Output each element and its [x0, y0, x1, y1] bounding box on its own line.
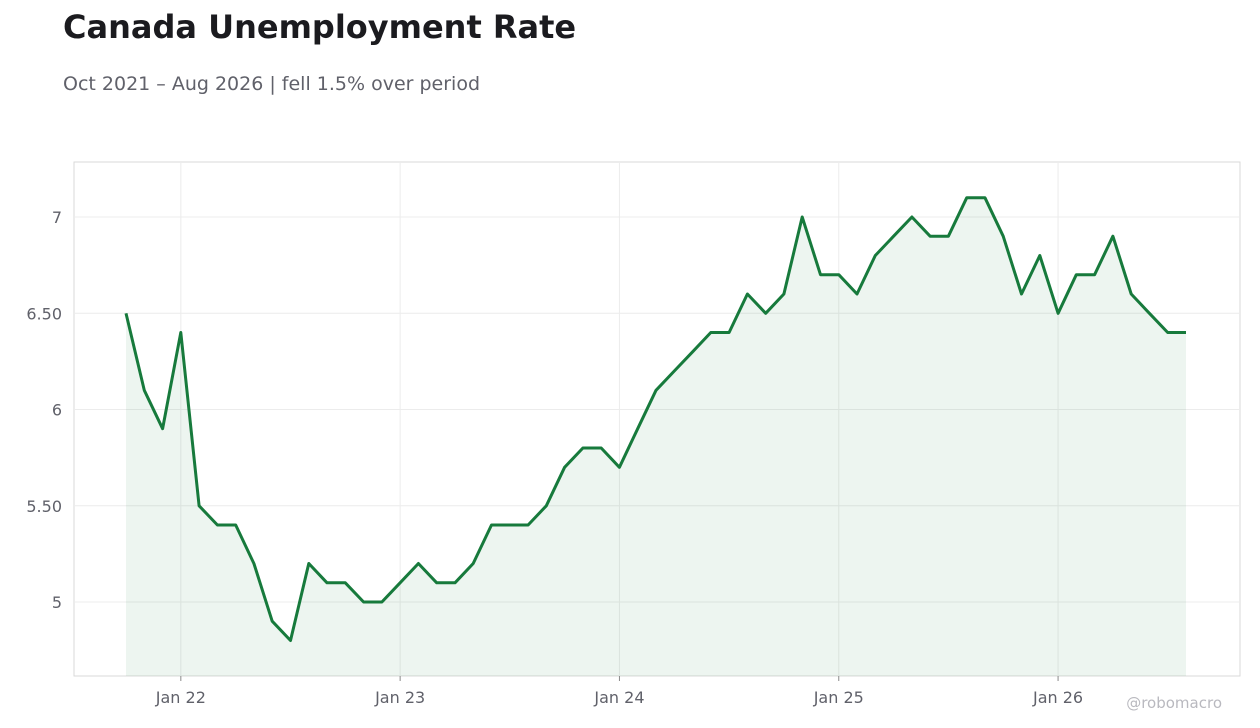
- series-area: [126, 197, 1186, 677]
- y-tick-label: 6: [52, 401, 62, 420]
- watermark: @robomacro: [1126, 694, 1222, 712]
- chart-title: Canada Unemployment Rate: [63, 8, 577, 46]
- y-tick-label: 5: [52, 593, 62, 612]
- x-tick-label: Jan 23: [374, 688, 425, 707]
- y-tick-label: 5.50: [26, 497, 62, 516]
- y-tick-label: 7: [52, 208, 62, 227]
- grid-lines: [74, 162, 1240, 676]
- x-axis: Jan 22 Jan 23 Jan 24 Jan 25 Jan 26: [155, 676, 1083, 707]
- chart-subtitle: Oct 2021 – Aug 2026 | fell 1.5% over per…: [63, 73, 481, 95]
- x-tick-label: Jan 25: [813, 688, 864, 707]
- x-tick-label: Jan 24: [593, 688, 644, 707]
- x-tick-label: Jan 26: [1032, 688, 1083, 707]
- series-line: [124, 196, 1186, 642]
- y-axis: 5 5.50 6 6.50 7: [26, 208, 62, 612]
- plot-frame: [73, 161, 1241, 677]
- y-tick-label: 6.50: [26, 304, 62, 323]
- x-tick-label: Jan 22: [155, 688, 206, 707]
